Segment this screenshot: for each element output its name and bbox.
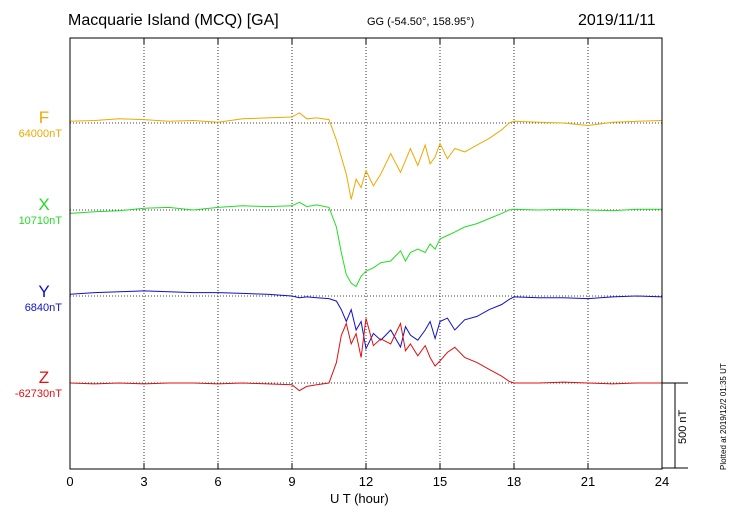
plot-date: 2019/11/11 bbox=[578, 12, 656, 29]
x-tick-label: 9 bbox=[288, 474, 296, 489]
plotted-timestamp: Plotted at 2019/12/2 01:35 UT bbox=[719, 363, 728, 470]
component-letter: X bbox=[38, 195, 50, 214]
series-line-f bbox=[69, 112, 663, 200]
component-letter: Z bbox=[38, 368, 50, 387]
x-ticks bbox=[69, 38, 663, 469]
station-coordinates: GG (-54.50°, 158.95°) bbox=[367, 16, 475, 28]
x-tick-label: 24 bbox=[654, 474, 670, 489]
x-tick-label: 3 bbox=[140, 474, 148, 489]
component-label-z: Z -62730nT bbox=[8, 368, 62, 400]
component-label-f: F 64000nT bbox=[14, 108, 62, 140]
scale-bar bbox=[662, 382, 688, 469]
component-label-y: Y 6840nT bbox=[14, 282, 62, 314]
component-baseline: 6840nT bbox=[24, 302, 62, 314]
component-baseline: -62730nT bbox=[14, 388, 62, 400]
component-baseline: 10710nT bbox=[18, 215, 62, 227]
component-letter: Y bbox=[38, 282, 50, 301]
series-lines bbox=[69, 112, 663, 392]
x-axis-label: U T (hour) bbox=[330, 491, 389, 506]
x-tick-label: 0 bbox=[66, 474, 74, 489]
component-letter: F bbox=[38, 108, 50, 127]
component-label-x: X 10710nT bbox=[14, 195, 62, 227]
scale-bar-label: 500 nT bbox=[677, 409, 689, 444]
grid bbox=[143, 38, 589, 469]
series-line-y bbox=[69, 290, 663, 351]
series-line-x bbox=[69, 201, 662, 288]
component-baseline: 64000nT bbox=[18, 128, 62, 140]
x-tick-label: 12 bbox=[358, 474, 374, 489]
station-title: Macquarie Island (MCQ) [GA] bbox=[68, 12, 279, 29]
x-tick-label: 21 bbox=[580, 474, 596, 489]
x-tick-label: 18 bbox=[506, 474, 522, 489]
series-line-z bbox=[69, 318, 662, 392]
x-tick-label: 6 bbox=[214, 474, 222, 489]
x-tick-label: 15 bbox=[432, 474, 448, 489]
